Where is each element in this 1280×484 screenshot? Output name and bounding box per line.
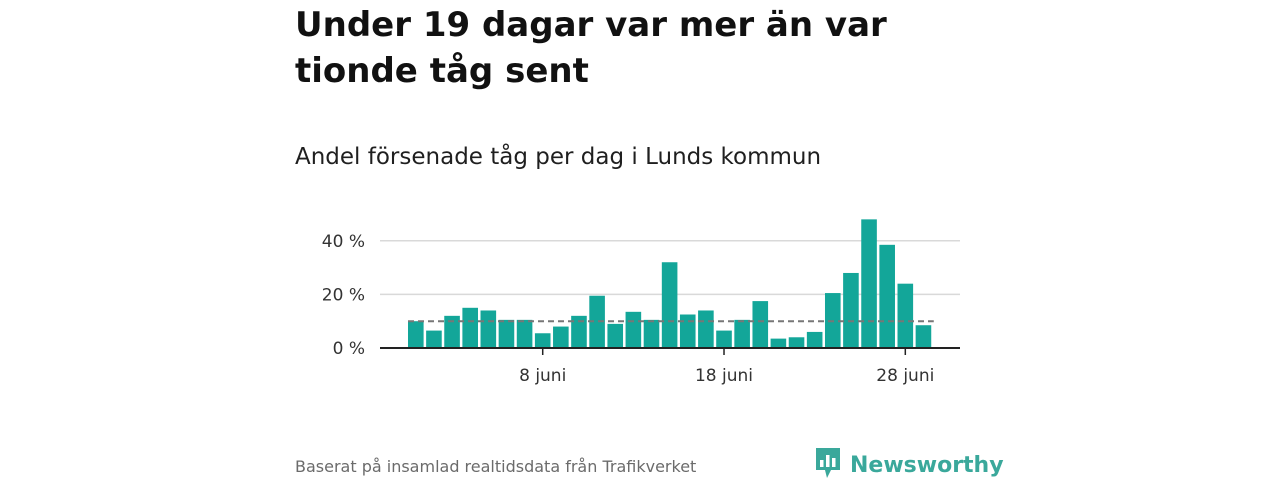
bar-chart: 0 % 20 % 40 % 8 juni 18 juni 28 juni [322,219,960,386]
bar [661,262,678,348]
bar [770,338,787,348]
x-ticks: 8 juni 18 juni 28 juni [519,348,934,386]
bar [788,337,805,348]
bar [444,315,460,348]
bar [806,331,823,348]
bar [589,295,605,348]
brand-name: Newsworthy [850,452,1004,478]
bar [915,325,932,348]
bar [843,272,859,348]
bar [498,319,515,348]
bar [861,219,877,348]
bar [534,333,551,348]
bar [643,319,660,348]
y-tick-label: 0 % [333,339,365,359]
bar [897,283,914,348]
bar [553,326,569,348]
bar [516,319,533,348]
x-tick-label: 28 juni [876,366,934,386]
y-tick-labels: 0 % 20 % 40 % [322,232,365,359]
bar [879,244,895,348]
bar [426,330,442,348]
bar [734,319,750,348]
source-note: Baserat på insamlad realtidsdata från Tr… [295,457,697,476]
chart-title: Under 19 dagar var mer än var tionde tåg… [295,5,887,91]
bar [480,310,497,348]
bar [607,323,624,348]
bar [571,315,587,348]
bar [462,307,478,348]
brand-logo: Newsworthy [814,446,1004,484]
x-tick-label: 8 juni [519,366,566,386]
bar-chart-speech-bubble-icon [814,446,842,484]
bar [408,321,424,348]
bar [716,330,732,348]
bar [752,301,769,348]
bar [679,314,696,348]
bar [625,311,642,348]
chart-subtitle: Andel försenade tåg per dag i Lunds komm… [295,144,822,170]
bars [408,219,932,348]
y-tick-label: 40 % [322,232,365,252]
bar [698,310,714,348]
x-tick-label: 18 juni [695,366,753,386]
y-tick-label: 20 % [322,285,365,305]
